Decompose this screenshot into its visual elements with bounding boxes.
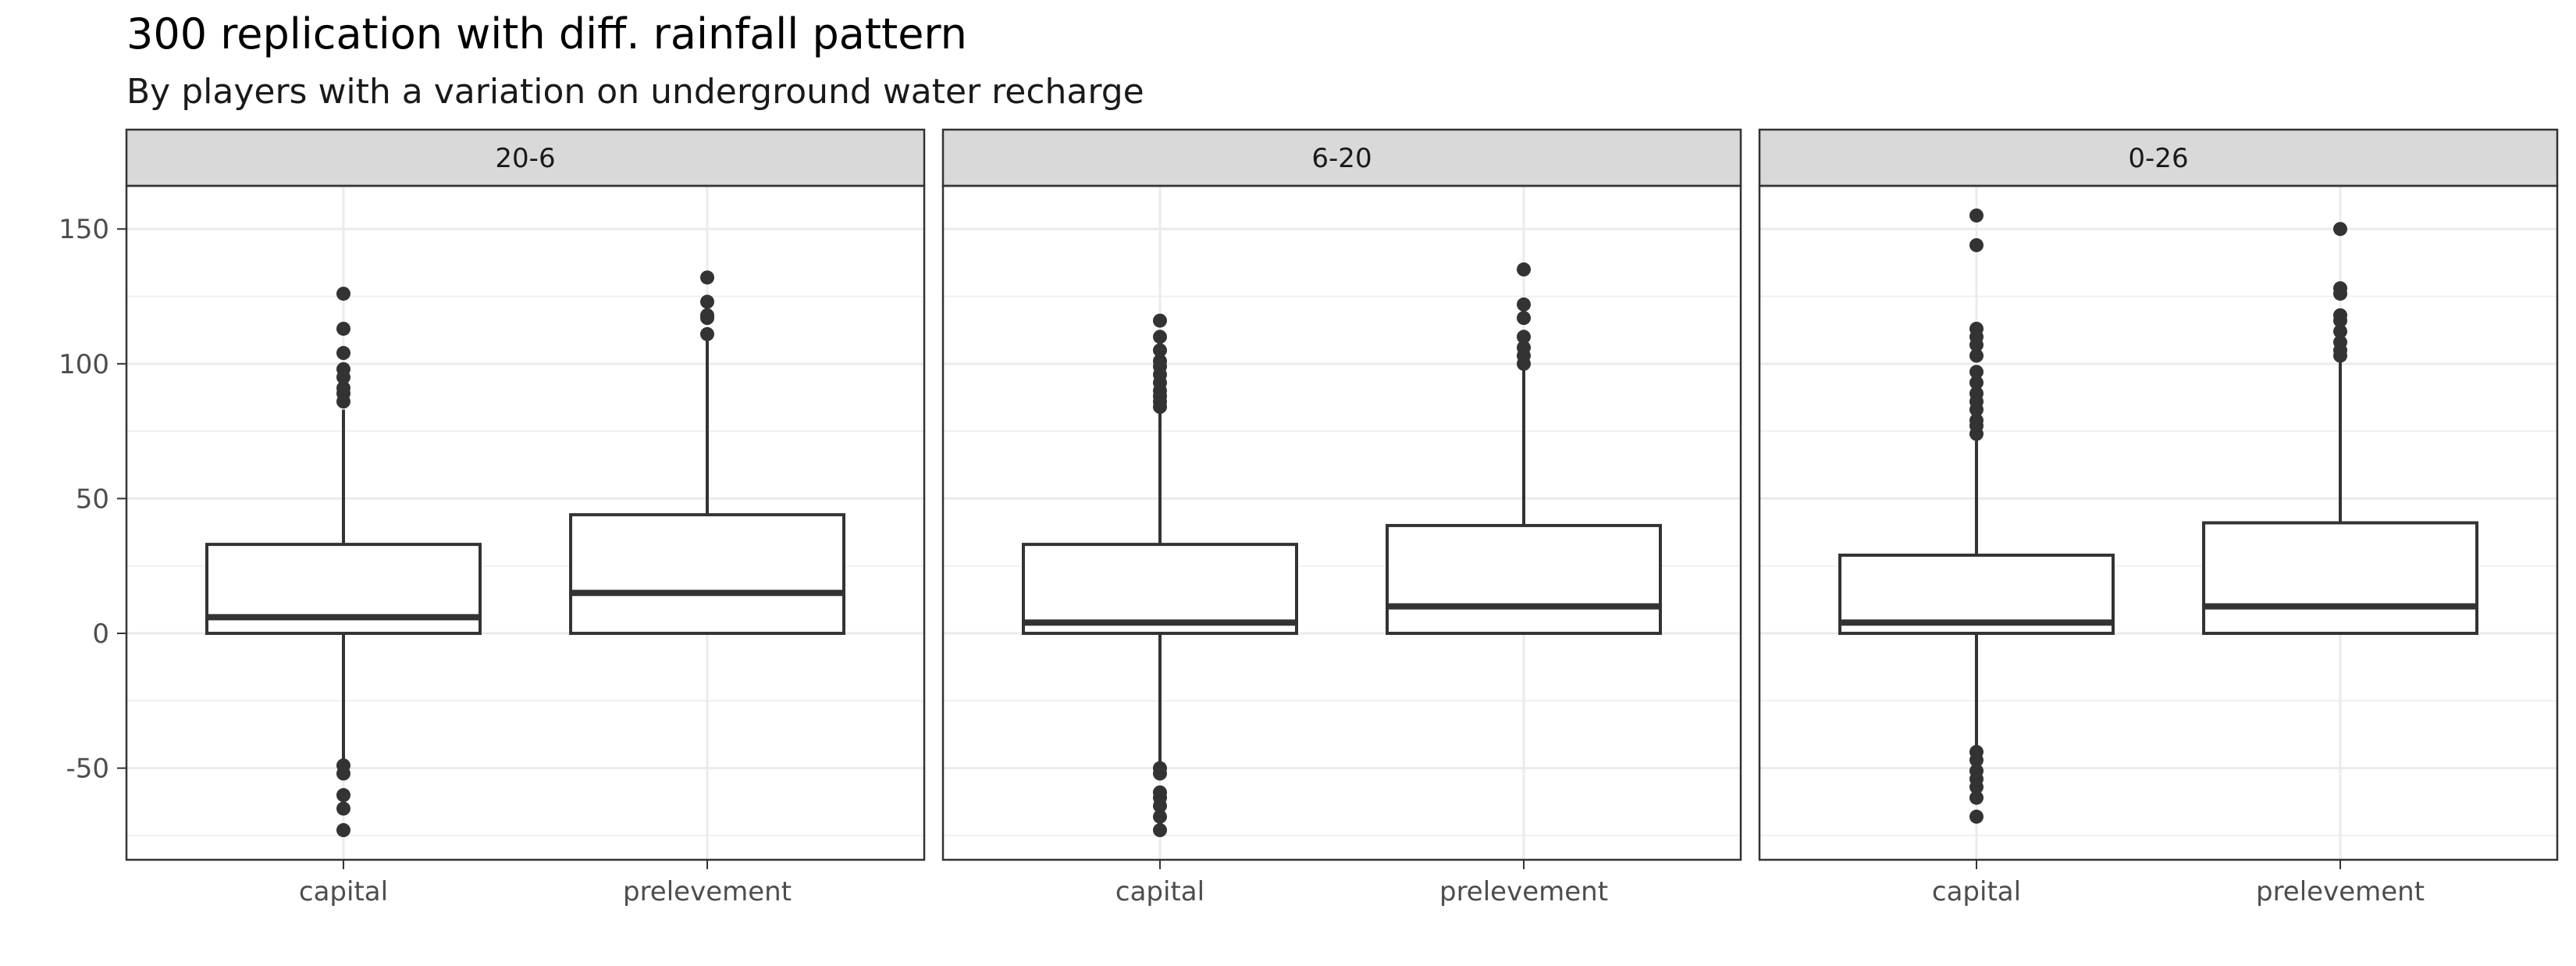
outlier-point — [336, 380, 350, 395]
box-body — [2202, 521, 2479, 636]
outlier-point — [336, 362, 350, 376]
box-capital — [205, 287, 482, 838]
outlier-point — [336, 766, 350, 781]
outlier-point — [1152, 809, 1167, 824]
x-tick-label: prelevement — [1439, 876, 1608, 907]
outlier-point — [1969, 375, 1984, 390]
outlier-point — [1969, 753, 1984, 768]
outlier-point — [2333, 335, 2348, 350]
panel-border — [125, 184, 926, 861]
outlier-point — [1152, 798, 1167, 813]
facet-strip — [125, 128, 926, 187]
outlier-point — [1517, 311, 1532, 326]
chart-subtitle: By players with a variation on undergrou… — [126, 72, 1144, 112]
facet-panel: 0-26 capital prelevement — [1758, 128, 2559, 907]
x-tick-label: capital — [299, 876, 388, 907]
outlier-point — [336, 321, 350, 336]
outlier-point — [1969, 790, 1984, 805]
outlier-point — [336, 801, 350, 816]
panel-border — [941, 184, 1742, 861]
outlier-point — [1152, 313, 1167, 328]
box-prelevement — [2202, 222, 2479, 636]
panel-background — [943, 186, 1741, 860]
facet-panels: 20-6 capital prelevement 6-20 capital preleve… — [125, 128, 2559, 907]
outlier-point — [1969, 348, 1984, 363]
outlier-point — [1517, 340, 1532, 355]
box-prelevement — [1386, 262, 1663, 636]
facet-panel: 20-6 capital prelevement — [125, 128, 926, 907]
outlier-point — [1969, 779, 1984, 794]
outlier-point — [1969, 413, 1984, 428]
outlier-point — [700, 326, 715, 341]
facet-panel: 6-20 capital prelevement — [941, 128, 1742, 907]
outlier-point — [2333, 324, 2348, 339]
y-tick-label: 100 — [59, 349, 109, 380]
x-tick-label: capital — [1932, 876, 2021, 907]
y-tick-label: -50 — [66, 754, 109, 785]
box-body — [569, 513, 846, 636]
box-prelevement — [569, 270, 846, 636]
x-tick-label: prelevement — [623, 876, 792, 907]
outlier-point — [1517, 297, 1532, 312]
outlier-point — [336, 287, 350, 301]
outlier-point — [2333, 222, 2348, 237]
outlier-point — [700, 308, 715, 323]
box-capital — [1838, 208, 2115, 824]
outlier-point — [1517, 330, 1532, 344]
outlier-point — [336, 346, 350, 361]
y-tick-label: 50 — [76, 483, 109, 515]
outlier-point — [1152, 343, 1167, 358]
outlier-point — [336, 788, 350, 803]
outlier-point — [1517, 262, 1532, 277]
y-axis: -50 0 50 100 150 — [59, 214, 126, 785]
outlier-point — [1969, 321, 1984, 336]
facet-strip — [1758, 128, 2559, 187]
y-tick-label: 150 — [59, 214, 109, 245]
outlier-point — [2333, 281, 2348, 296]
facet-strip-label: 6-20 — [1311, 143, 1372, 174]
outlier-point — [1969, 208, 1984, 223]
outlier-point — [1152, 823, 1167, 838]
box-body — [1386, 523, 1663, 636]
outlier-point — [1152, 354, 1167, 369]
x-tick-label: prelevement — [2256, 876, 2425, 907]
outlier-point — [1969, 386, 1984, 401]
outlier-point — [1152, 330, 1167, 344]
chart-title: 300 replication with diff. rainfall patt… — [126, 9, 967, 59]
outlier-point — [700, 270, 715, 285]
facet-strip-label: 0-26 — [2128, 143, 2188, 174]
box-capital — [1021, 313, 1298, 838]
x-tick-label: capital — [1115, 876, 1204, 907]
outlier-point — [1152, 766, 1167, 781]
outlier-point — [2333, 308, 2348, 323]
outlier-point — [1969, 237, 1984, 252]
panel-border — [1758, 184, 2559, 861]
outlier-point — [1969, 809, 1984, 824]
outlier-point — [700, 294, 715, 309]
y-tick-label: 0 — [92, 618, 109, 650]
outlier-point — [1969, 365, 1984, 380]
outlier-point — [336, 823, 350, 838]
facet-strip-label: 20-6 — [495, 143, 555, 174]
box-body — [1021, 543, 1298, 636]
